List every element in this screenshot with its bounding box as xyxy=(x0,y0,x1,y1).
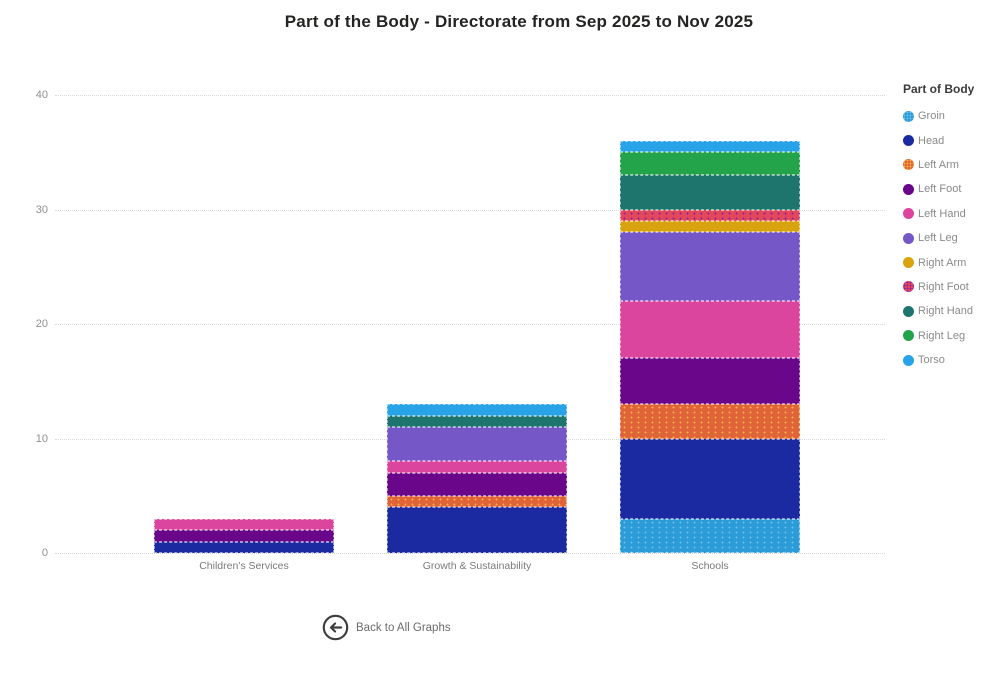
legend-item-label: Right Arm xyxy=(918,256,967,269)
bar-segment-torso[interactable] xyxy=(387,404,567,416)
back-button-label: Back to All Graphs xyxy=(356,621,451,634)
legend-item-label: Torso xyxy=(918,354,945,367)
y-axis-tick-label: 0 xyxy=(41,547,48,559)
chart-title: Part of the Body - Directorate from Sep … xyxy=(284,12,754,31)
legend-swatch-left-foot-icon xyxy=(903,183,914,195)
bar-segment-right-hand[interactable] xyxy=(387,415,567,428)
bar-segment-right-leg[interactable] xyxy=(620,152,800,176)
legend-item-label: Right Leg xyxy=(918,329,966,342)
y-axis-tick-label: 30 xyxy=(35,203,48,216)
y-axis-tick-label: 20 xyxy=(35,318,48,330)
bar-growth-sustainability xyxy=(387,404,567,553)
bar-segment-left-leg[interactable] xyxy=(620,232,800,302)
gridline xyxy=(55,95,885,96)
plot-area xyxy=(55,95,885,554)
bar-segment-left-arm[interactable] xyxy=(387,495,567,508)
bar-segment-left-hand[interactable] xyxy=(154,518,334,531)
bar-segment-left-leg[interactable] xyxy=(387,427,567,462)
arrow-left-circle-icon xyxy=(322,614,349,641)
bar-segment-left-arm[interactable] xyxy=(620,404,800,439)
legend-item-left-hand[interactable]: Left Hand xyxy=(903,202,999,226)
bar-segment-left-hand[interactable] xyxy=(620,301,800,359)
legend-item-label: Left Leg xyxy=(918,232,958,245)
legend-item-label: Groin xyxy=(918,110,945,123)
legend-item-torso[interactable]: Torso xyxy=(903,348,999,372)
legend-swatch-right-foot-icon xyxy=(903,281,914,293)
legend-item-left-leg[interactable]: Left Leg xyxy=(903,226,999,250)
y-axis-tick-label: 10 xyxy=(35,432,48,445)
legend-item-left-arm[interactable]: Left Arm xyxy=(903,153,999,177)
bar-segment-head[interactable] xyxy=(154,541,334,553)
bar-segment-left-foot[interactable] xyxy=(154,530,334,542)
bar-segment-groin[interactable] xyxy=(620,518,800,553)
back-to-all-graphs-button[interactable]: Back to All Graphs xyxy=(322,614,451,641)
bar-children-s-services xyxy=(154,518,334,553)
legend-item-right-leg[interactable]: Right Leg xyxy=(903,324,999,348)
legend-swatch-right-leg-icon xyxy=(903,330,914,342)
legend-swatch-head-icon xyxy=(903,135,914,147)
bar-segment-head[interactable] xyxy=(387,507,567,553)
legend-item-label: Left Hand xyxy=(918,207,966,220)
legend: Part of Body Groin Head Left Arm Left Foot L… xyxy=(903,82,999,372)
legend-swatch-right-arm-icon xyxy=(903,257,914,269)
bar-schools xyxy=(620,140,800,553)
legend-item-label: Left Arm xyxy=(918,158,959,171)
legend-swatch-groin-icon xyxy=(903,110,914,122)
gridline xyxy=(55,553,885,554)
legend-items: Groin Head Left Arm Left Foot Left Hand Left … xyxy=(903,104,999,372)
legend-item-label: Head xyxy=(918,134,945,147)
gridline xyxy=(55,209,885,211)
gridline xyxy=(55,324,885,325)
bar-segment-left-foot[interactable] xyxy=(387,472,567,496)
legend-item-label: Left Foot xyxy=(918,183,962,196)
legend-swatch-left-arm-icon xyxy=(903,159,914,171)
bar-segment-torso[interactable] xyxy=(620,140,800,153)
legend-swatch-torso-icon xyxy=(903,354,914,366)
legend-swatch-left-hand-icon xyxy=(903,208,914,220)
legend-title: Part of Body xyxy=(903,82,975,96)
legend-item-right-foot[interactable]: Right Foot xyxy=(903,275,999,299)
legend-item-groin[interactable]: Groin xyxy=(903,104,999,128)
bar-segment-right-foot[interactable] xyxy=(620,209,800,221)
bar-segment-head[interactable] xyxy=(620,438,800,519)
legend-item-label: Right Hand xyxy=(918,305,974,318)
bar-segment-left-hand[interactable] xyxy=(387,461,567,473)
x-axis-category-label: Children's Services xyxy=(199,560,289,572)
legend-swatch-left-leg-icon xyxy=(903,232,914,244)
legend-item-left-foot[interactable]: Left Foot xyxy=(903,177,999,201)
legend-item-label: Right Foot xyxy=(918,280,969,293)
bar-segment-right-arm[interactable] xyxy=(620,221,800,233)
bar-segment-right-hand[interactable] xyxy=(620,175,800,210)
legend-swatch-right-hand-icon xyxy=(903,305,914,317)
bar-segment-left-foot[interactable] xyxy=(620,358,800,405)
x-axis-category-label: Growth & Sustainability xyxy=(422,560,532,572)
y-axis-tick-label: 40 xyxy=(35,89,48,101)
legend-item-right-arm[interactable]: Right Arm xyxy=(903,250,999,274)
x-axis-category-label: Schools xyxy=(691,560,729,572)
legend-item-right-hand[interactable]: Right Hand xyxy=(903,299,999,323)
legend-item-head[interactable]: Head xyxy=(903,128,999,152)
